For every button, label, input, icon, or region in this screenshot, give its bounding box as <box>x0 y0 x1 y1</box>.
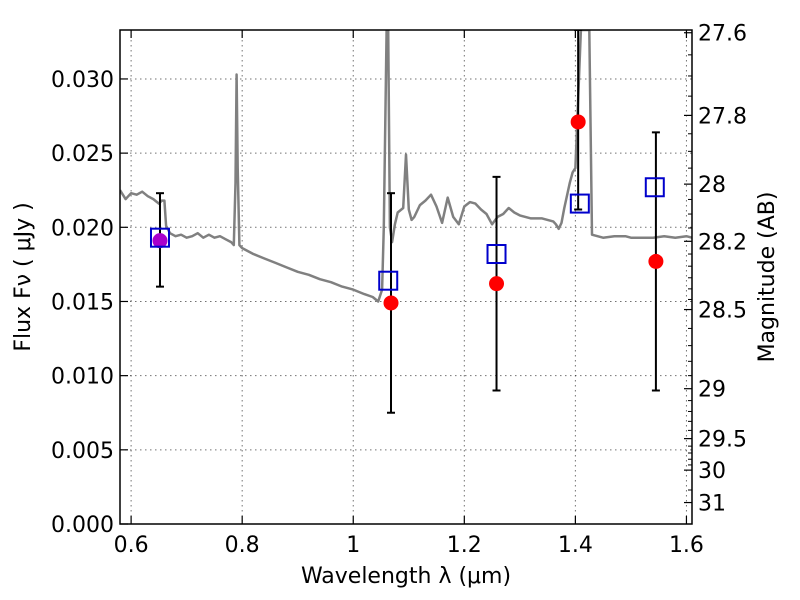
y2-tick-label: 31 <box>698 492 726 517</box>
y2-tick-label: 29.5 <box>698 428 747 453</box>
x-tick-label: 0.8 <box>225 533 260 558</box>
plot-frame <box>119 29 693 525</box>
axis-ticks: 0.6 0.8 1 1.2 1.4 1.6 0.000 0.005 0.010 0.015 0.02… <box>51 22 747 558</box>
y-tick-label: 0.030 <box>51 68 114 93</box>
y-tick-label: 0.010 <box>51 365 114 390</box>
model-point <box>569 193 590 214</box>
y2-tick-label: 27.6 <box>698 22 747 47</box>
x-tick-label: 1.6 <box>669 533 704 558</box>
data-point <box>489 276 505 292</box>
y2-tick-label: 27.8 <box>698 104 747 129</box>
model-point <box>644 177 665 198</box>
y-axis-title: Flux Fν ( μJy ) <box>11 202 36 351</box>
data-point <box>152 233 168 249</box>
y2-tick-label: 29 <box>698 378 726 403</box>
y2-axis-title: Magnitude (AB) <box>755 192 780 363</box>
x-tick-label: 1.4 <box>558 533 593 558</box>
plot-area <box>120 30 692 414</box>
grid-lines <box>120 30 692 524</box>
data-point <box>383 295 399 311</box>
y-tick-label: 0.020 <box>51 216 114 241</box>
y-tick-label: 0.000 <box>51 513 114 538</box>
model-point <box>149 227 170 248</box>
y-tick-label: 0.005 <box>51 439 114 464</box>
x-tick-label: 0.6 <box>114 533 149 558</box>
y-tick-label: 0.025 <box>51 142 114 167</box>
data-point <box>570 114 586 130</box>
spectrum-line <box>120 30 692 303</box>
y2-tick-label: 28.2 <box>698 230 747 255</box>
x-tick-label: 1.2 <box>447 533 482 558</box>
model-point <box>378 270 399 291</box>
y2-tick-label: 28.5 <box>698 299 747 324</box>
y2-tick-label: 28 <box>698 173 726 198</box>
y2-tick-label: 30 <box>698 459 726 484</box>
data-point <box>648 253 664 269</box>
x-tick-label: 1 <box>346 533 360 558</box>
y-tick-label: 0.015 <box>51 290 114 315</box>
model-point <box>486 244 507 265</box>
x-axis-title: Wavelength λ (μm) <box>301 564 511 589</box>
